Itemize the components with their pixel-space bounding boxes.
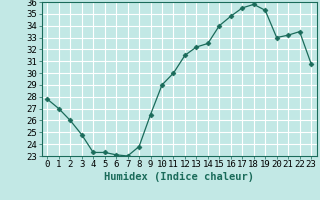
X-axis label: Humidex (Indice chaleur): Humidex (Indice chaleur) [104,172,254,182]
